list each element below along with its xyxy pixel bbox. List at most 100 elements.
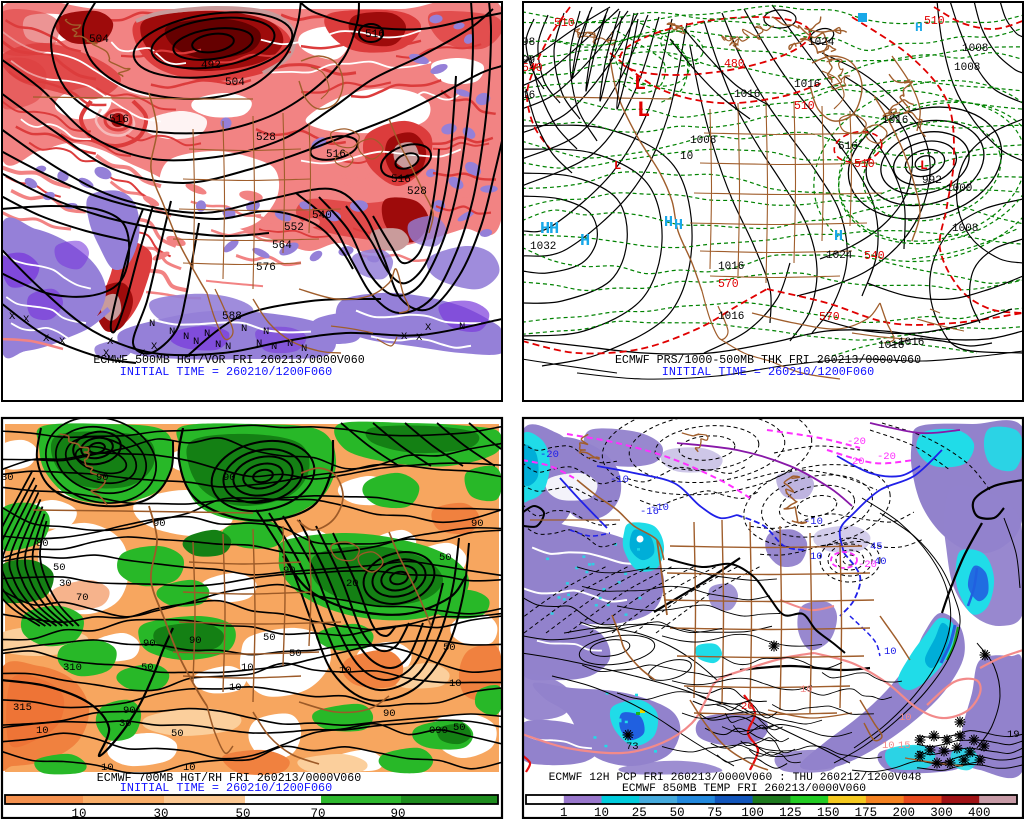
svg-text:528: 528: [407, 186, 427, 198]
svg-text:1016: 1016: [718, 311, 744, 323]
svg-text:INITIAL TIME = 260210/1200F060: INITIAL TIME = 260210/1200F060: [662, 365, 874, 379]
svg-text:N: N: [263, 326, 269, 338]
svg-text:1008: 1008: [690, 135, 716, 147]
svg-text:50: 50: [453, 722, 466, 734]
svg-text:30: 30: [59, 578, 72, 590]
svg-text:540: 540: [864, 250, 885, 263]
svg-text:616: 616: [838, 141, 858, 153]
svg-text:30: 30: [1, 472, 14, 484]
svg-text:H: H: [664, 214, 673, 231]
svg-text:90: 90: [283, 565, 296, 577]
svg-text:1016: 1016: [882, 115, 908, 127]
svg-text:20: 20: [346, 578, 359, 590]
svg-text:175: 175: [855, 806, 878, 819]
svg-text:200: 200: [892, 806, 915, 819]
svg-text:-10: -10: [610, 474, 629, 486]
svg-text:25: 25: [632, 806, 647, 819]
svg-text:N: N: [301, 343, 307, 355]
svg-text:H: H: [674, 217, 683, 234]
svg-text:90: 90: [189, 635, 202, 647]
svg-text:315: 315: [13, 702, 32, 714]
svg-text:90: 90: [383, 708, 396, 720]
svg-text:570: 570: [718, 278, 739, 291]
svg-text:10: 10: [680, 151, 693, 163]
svg-text:ECMWF 500MB HGT/VOR FRI 260213: ECMWF 500MB HGT/VOR FRI 260213/0000V060: [93, 354, 364, 367]
svg-text:10: 10: [36, 725, 49, 737]
svg-text:X: X: [9, 311, 16, 323]
svg-text:H: H: [580, 232, 590, 251]
svg-text:10: 10: [884, 646, 897, 658]
svg-text:300: 300: [930, 806, 953, 819]
svg-text:50: 50: [443, 642, 456, 654]
svg-text:INITIAL TIME = 260210/1200F060: INITIAL TIME = 260210/1200F060: [120, 781, 332, 795]
svg-text:570: 570: [819, 311, 840, 324]
svg-text:50: 50: [171, 728, 184, 740]
svg-text:1000: 1000: [946, 183, 972, 195]
svg-text:X: X: [425, 322, 432, 334]
svg-text:150: 150: [817, 806, 840, 819]
svg-text:70: 70: [310, 807, 325, 819]
svg-text:75: 75: [707, 806, 722, 819]
svg-text:90: 90: [471, 518, 484, 530]
svg-text:564: 564: [272, 240, 292, 252]
svg-text:90: 90: [153, 518, 166, 530]
svg-text:10: 10: [449, 678, 462, 690]
svg-text:40: 40: [874, 556, 887, 568]
svg-text:10: 10: [882, 740, 895, 752]
svg-text:N: N: [271, 341, 277, 353]
svg-text:X: X: [103, 348, 110, 360]
svg-text:98: 98: [522, 37, 535, 49]
svg-text:-10: -10: [804, 516, 823, 528]
svg-text:X: X: [43, 333, 50, 345]
svg-text:516: 516: [365, 29, 385, 41]
svg-text:516: 516: [391, 174, 411, 186]
svg-text:X: X: [59, 336, 66, 348]
svg-text:50: 50: [235, 807, 250, 819]
svg-text:H: H: [549, 220, 559, 239]
svg-text:ECMWF 850MB TEMP FRI 260213/00: ECMWF 850MB TEMP FRI 260213/0000V060: [622, 783, 866, 795]
svg-text:10: 10: [101, 762, 114, 774]
svg-text:1016: 1016: [898, 337, 924, 349]
svg-text:10: 10: [229, 682, 242, 694]
svg-text:N: N: [459, 321, 465, 333]
svg-text:90: 90: [223, 472, 236, 484]
svg-text:45: 45: [870, 541, 883, 553]
svg-text:540: 540: [312, 210, 332, 222]
svg-text:-10: -10: [650, 502, 669, 514]
svg-text:504: 504: [225, 77, 245, 89]
svg-text:50: 50: [53, 562, 66, 574]
svg-text:N: N: [256, 338, 262, 350]
svg-text:492: 492: [201, 60, 221, 72]
svg-text:-20: -20: [847, 436, 866, 448]
svg-text:N: N: [215, 339, 221, 351]
svg-text:090: 090: [429, 725, 448, 737]
svg-text:125: 125: [779, 806, 802, 819]
svg-text:1008: 1008: [962, 43, 988, 55]
svg-text:1016: 1016: [734, 89, 760, 101]
svg-text:50: 50: [670, 806, 685, 819]
svg-text:73: 73: [626, 741, 639, 753]
svg-text:INITIAL TIME = 260210/1200F060: INITIAL TIME = 260210/1200F060: [120, 365, 332, 379]
svg-text:N: N: [149, 318, 155, 330]
svg-text:10: 10: [899, 712, 912, 724]
svg-text:1016: 1016: [878, 340, 904, 352]
svg-text:N: N: [193, 336, 199, 348]
svg-text:ECMWF 12H PCP FRI 260213/0000V: ECMWF 12H PCP FRI 260213/0000V060 : THU …: [549, 772, 922, 784]
svg-text:90: 90: [123, 705, 136, 717]
svg-text:1016: 1016: [794, 79, 820, 91]
svg-text:10: 10: [71, 807, 86, 819]
svg-text:L: L: [634, 73, 646, 96]
svg-text:1032: 1032: [530, 241, 556, 253]
svg-text:10: 10: [800, 684, 813, 696]
svg-text:50: 50: [289, 648, 302, 660]
svg-text:516: 516: [109, 114, 129, 126]
svg-text:19: 19: [1007, 729, 1020, 741]
svg-text:10: 10: [339, 665, 352, 677]
svg-text:H: H: [834, 228, 843, 245]
svg-text:510: 510: [854, 158, 875, 171]
svg-text:528: 528: [256, 132, 276, 144]
svg-text:-20: -20: [858, 559, 877, 571]
svg-text:ECMWF 700MB HGT/RH FRI 260213/: ECMWF 700MB HGT/RH FRI 260213/0000V060: [97, 772, 361, 785]
svg-text:480: 480: [724, 58, 745, 71]
svg-text:X: X: [107, 336, 114, 348]
